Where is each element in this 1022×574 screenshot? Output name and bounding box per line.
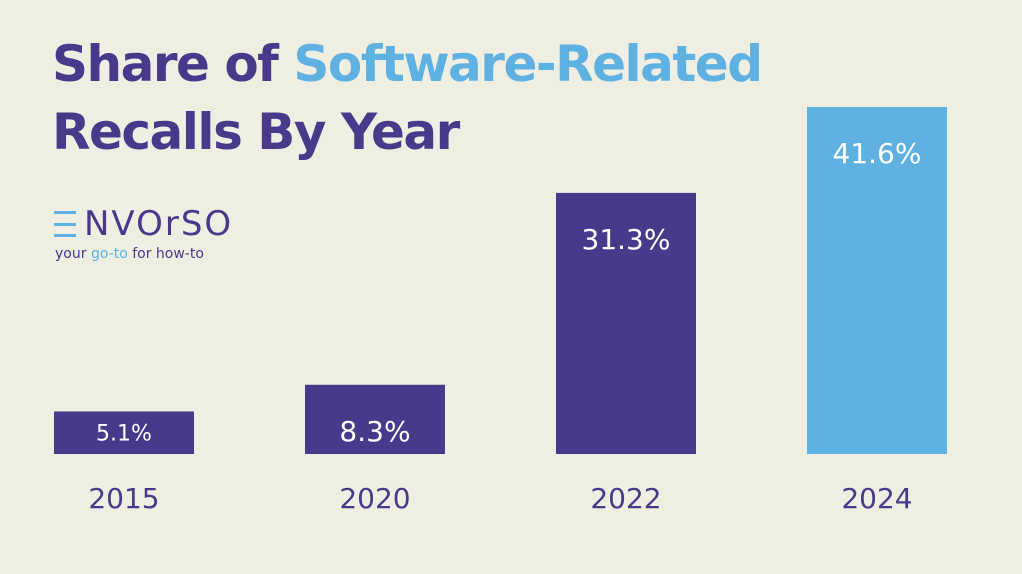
- logo-e-icon: [54, 211, 76, 237]
- category-label: 2024: [841, 482, 912, 515]
- bar-2024: [807, 107, 947, 454]
- logo-wordmark: NVOrSO: [54, 204, 233, 244]
- bar-value-label: 41.6%: [833, 137, 922, 170]
- tagline-part-b: go-to: [90, 246, 128, 262]
- title-part-2: Software-Related: [293, 35, 763, 93]
- bar-value-label: 31.3%: [582, 223, 671, 256]
- category-label: 2015: [88, 482, 159, 515]
- bar-value-label: 8.3%: [339, 415, 410, 448]
- category-label: 2020: [339, 482, 410, 515]
- logo-tagline: your go-to for how-to: [55, 246, 233, 262]
- bar-value-label: 5.1%: [96, 422, 152, 447]
- logo-name: NVOrSO: [84, 204, 234, 244]
- title-part-1: Share of: [52, 35, 294, 93]
- tagline-part-c: for how-to: [127, 246, 204, 262]
- envorso-logo: NVOrSO your go-to for how-to: [54, 204, 233, 262]
- category-label: 2022: [590, 482, 661, 515]
- tagline-part-a: your: [55, 246, 91, 262]
- bar-2015: [54, 411, 194, 454]
- bar-2022: [556, 192, 696, 454]
- chart-title: Share of Software-Related Recalls By Yea…: [52, 30, 763, 166]
- bar-2020: [305, 384, 445, 454]
- title-part-3: Recalls By Year: [52, 103, 460, 161]
